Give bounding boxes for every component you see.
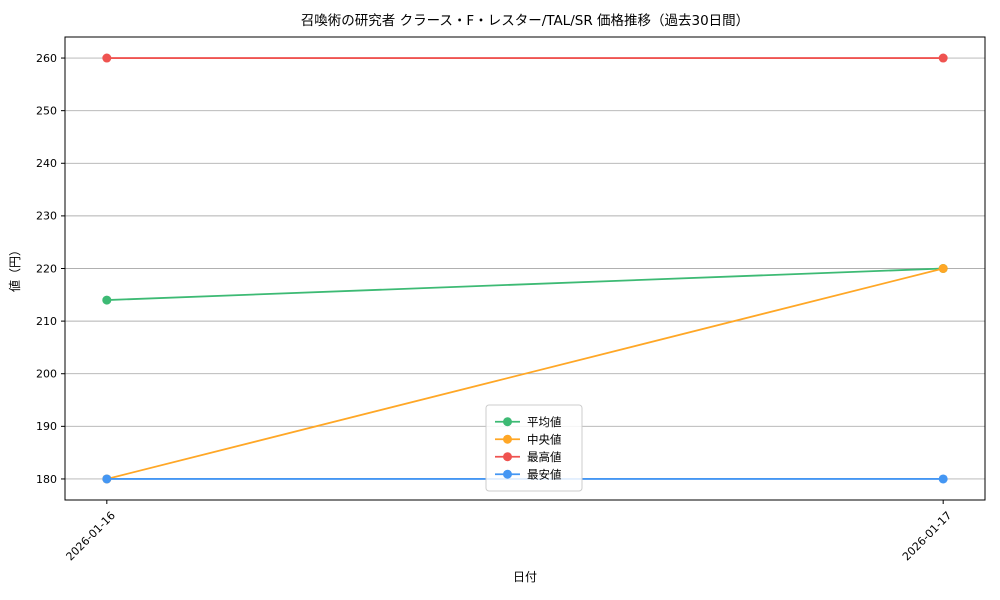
legend-box — [485, 404, 583, 492]
y-tick-label: 210 — [36, 315, 57, 328]
y-axis-label: 値（円） — [7, 244, 22, 292]
series-line-0 — [106, 267, 944, 301]
y-tick-label: 190 — [36, 420, 57, 433]
y-tick-label: 180 — [36, 473, 57, 486]
y-tick-label: 240 — [36, 157, 57, 170]
series-marker-2 — [938, 53, 948, 63]
legend-marker — [503, 417, 512, 427]
legend-label: 最高値 — [527, 450, 562, 464]
x-axis-label: 日付 — [513, 570, 537, 584]
chart-title: 召喚術の研究者 クラース・F・レスター/TAL/SR 価格推移（過去30日間） — [301, 13, 749, 29]
x-tick-label: 2026-01-16 — [64, 509, 118, 563]
y-tick-label: 250 — [36, 104, 57, 117]
plot-group: 180 190 200 210 220 230 240 250 260 2026-01-16 202… — [36, 36, 986, 563]
legend-marker — [503, 434, 512, 444]
series-marker-1 — [938, 264, 948, 273]
series-marker-0 — [102, 295, 112, 305]
x-tick-label: 2026-01-17 — [900, 509, 954, 563]
y-tick-label: 220 — [36, 262, 57, 275]
series-marker-2 — [102, 53, 112, 63]
y-tick-label: 230 — [36, 210, 57, 223]
y-tick-label: 260 — [36, 52, 57, 65]
legend-label: 中央値 — [527, 432, 562, 446]
series-line-1 — [106, 267, 944, 480]
legend-marker — [503, 452, 512, 462]
series-marker-3 — [102, 474, 112, 484]
legend-label: 平均値 — [527, 415, 562, 429]
series-marker-3 — [938, 474, 948, 484]
legend-label: 最安値 — [527, 467, 562, 481]
legend-marker — [503, 469, 512, 479]
y-tick-label: 200 — [36, 368, 57, 381]
